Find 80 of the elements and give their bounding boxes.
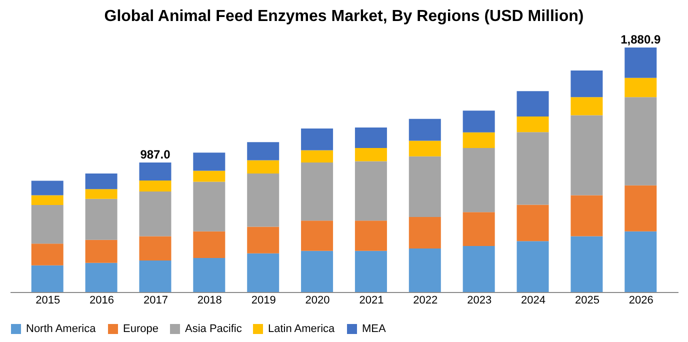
bar xyxy=(31,244,64,266)
bar xyxy=(462,110,495,132)
bar xyxy=(462,132,495,148)
bar xyxy=(624,231,657,292)
x-tick-label: 2018 xyxy=(197,294,222,306)
bar xyxy=(354,148,387,162)
annotation: 1,880.9 xyxy=(620,32,661,47)
bar xyxy=(462,148,495,212)
bar xyxy=(247,160,280,174)
bar xyxy=(354,220,387,251)
annotation: 987.0 xyxy=(140,147,171,162)
bar xyxy=(570,70,603,98)
bar xyxy=(301,220,334,251)
bar xyxy=(301,150,334,162)
bar xyxy=(139,180,172,192)
bar xyxy=(139,260,172,292)
bar xyxy=(193,231,226,258)
bar xyxy=(301,128,334,150)
legend-label: Europe xyxy=(123,323,158,335)
bar xyxy=(31,265,64,292)
bar xyxy=(408,248,441,292)
legend-label: MEA xyxy=(362,323,386,335)
x-tick-label: 2025 xyxy=(574,294,600,306)
bar xyxy=(516,116,549,132)
bar xyxy=(570,236,603,292)
bar xyxy=(462,212,495,246)
bar xyxy=(516,204,549,242)
bar xyxy=(408,118,441,141)
bar xyxy=(624,185,657,232)
bar xyxy=(570,195,603,236)
bar xyxy=(408,216,441,248)
bar xyxy=(570,97,603,116)
bar xyxy=(408,156,441,217)
bar xyxy=(624,48,657,78)
bar xyxy=(85,262,118,292)
x-tick-label: 2022 xyxy=(413,294,438,306)
chart-title: Global Animal Feed Enzymes Market, By Regions (USD Million) xyxy=(104,8,584,25)
bar xyxy=(301,250,334,292)
bar xyxy=(462,246,495,292)
bar xyxy=(139,192,172,236)
bar xyxy=(570,115,603,196)
bar xyxy=(354,127,387,148)
bar xyxy=(85,173,118,190)
bar xyxy=(516,91,549,116)
bar xyxy=(624,78,657,98)
bar xyxy=(31,195,64,205)
bar xyxy=(408,140,441,156)
x-tick-label: 2020 xyxy=(305,294,330,306)
x-tick-label: 2019 xyxy=(251,294,276,306)
bar xyxy=(31,180,64,196)
legend-label: Latin America xyxy=(268,323,336,335)
x-tick-label: 2026 xyxy=(628,294,654,306)
bar xyxy=(247,253,280,292)
bar xyxy=(247,142,280,160)
bar xyxy=(301,162,334,221)
x-tick-label: 2021 xyxy=(359,294,384,306)
bar xyxy=(85,198,118,240)
bar xyxy=(193,182,226,232)
x-tick-label: 2023 xyxy=(467,294,492,306)
bar xyxy=(247,173,280,227)
bar xyxy=(247,226,280,254)
x-tick-label: 2015 xyxy=(36,294,60,306)
bar xyxy=(139,162,172,181)
x-tick-label: 2017 xyxy=(143,294,168,306)
legend-label: North America xyxy=(26,323,97,335)
bar xyxy=(193,170,226,182)
bar xyxy=(516,132,549,205)
legend-label: Asia Pacific xyxy=(185,323,242,335)
bar xyxy=(516,241,549,292)
bar xyxy=(193,152,226,171)
x-tick-label: 2024 xyxy=(521,294,546,306)
bar xyxy=(31,204,64,244)
bar xyxy=(85,240,118,263)
bar xyxy=(193,258,226,292)
bar xyxy=(624,97,657,186)
x-tick-label: 2016 xyxy=(90,294,114,306)
bar xyxy=(354,250,387,292)
bar xyxy=(85,189,118,199)
bar xyxy=(139,236,172,260)
bar xyxy=(354,161,387,221)
